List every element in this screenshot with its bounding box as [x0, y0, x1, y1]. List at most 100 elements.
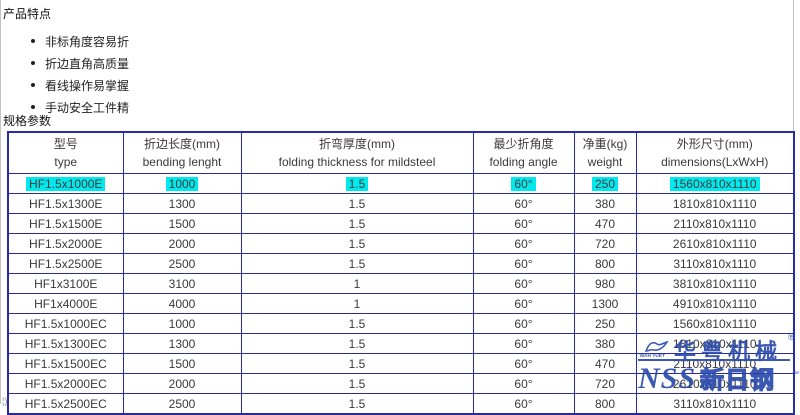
highlighted-text: 250	[591, 176, 619, 191]
cell-weight: 1300	[573, 293, 637, 314]
cell-weight: 380	[573, 333, 637, 354]
cell-type: HF1.5x2000EC	[7, 373, 124, 394]
cell-type: HF1.5x1500E	[7, 213, 124, 234]
cell-folding-thickness: 1.5	[240, 313, 474, 334]
specs-table: 型号 type 折边长度(mm) bending lenght 折弯厚度(mm) fo…	[7, 131, 795, 415]
cell-bending-length: 2000	[122, 233, 242, 254]
clipped-text-artifact: ¦)	[2, 396, 8, 406]
cell-weight: 720	[573, 233, 637, 254]
feature-item: 折边直角高质量	[31, 52, 129, 74]
cell-weight: 980	[573, 273, 637, 294]
feature-text: 折边直角高质量	[45, 56, 130, 71]
cell-weight: 720	[573, 373, 637, 394]
cell-type: HF1.5x1000E	[7, 173, 124, 194]
cell-type: HF1.5x1300E	[7, 193, 124, 214]
header-en: weight	[587, 155, 623, 169]
cell-bending-length: 1000	[122, 173, 242, 194]
cell-folding-thickness: 1.5	[240, 353, 474, 374]
cell-type: HF1.5x2000E	[7, 233, 124, 254]
cell-dimensions: 1810x810x1110	[635, 193, 795, 214]
cell-type: HF1.5x1000EC	[7, 313, 124, 334]
highlighted-text: 1560x810x1110	[669, 176, 760, 191]
table-row: HF1x3100E 3100 1 60° 980 3810x810x1110	[7, 273, 795, 294]
cell-folding-angle: 60°	[472, 233, 575, 254]
cell-folding-angle: 60°	[472, 173, 575, 194]
cell-dimensions: 2110x810x1110	[635, 213, 795, 234]
header-en: dimensions(LxWxH)	[661, 155, 769, 169]
header-weight: 净重(kg) weight	[573, 131, 637, 174]
highlighted-text: 1000	[165, 176, 199, 191]
header-zh: 净重(kg)	[582, 137, 628, 151]
cell-dimensions: 2610x810x1110	[635, 373, 795, 394]
header-bending-length: 折边长度(mm) bending lenght	[122, 131, 242, 174]
cell-dimensions: 2110x810x1110	[635, 353, 795, 374]
table-row: HF1.5x2000E 2000 1.5 60° 720 2610x810x11…	[7, 233, 795, 254]
header-en: folding thickness for mildsteel	[278, 155, 436, 169]
header-zh: 外形尺寸(mm)	[676, 137, 753, 151]
bullet-icon	[31, 39, 35, 43]
cell-bending-length: 4000	[122, 293, 242, 314]
cell-weight: 250	[573, 313, 637, 334]
header-zh: 型号	[53, 137, 78, 151]
feature-text: 非标角度容易折	[45, 34, 130, 49]
cell-folding-thickness: 1.5	[240, 173, 474, 194]
highlighted-text: 60°	[511, 176, 536, 191]
cell-bending-length: 1300	[122, 193, 242, 214]
header-en: type	[54, 155, 78, 169]
cell-folding-thickness: 1.5	[240, 333, 474, 354]
table-row: HF1.5x1000EC 1000 1.5 60° 250 1560x810x1…	[7, 313, 795, 334]
cell-folding-angle: 60°	[472, 213, 575, 234]
table-row: HF1.5x1500E 1500 1.5 60° 470 2110x810x11…	[7, 213, 795, 234]
cell-type: HF1.5x1500EC	[7, 353, 124, 374]
cell-bending-length: 3100	[122, 273, 242, 294]
cell-folding-thickness: 1	[240, 293, 474, 314]
header-zh: 折边长度(mm)	[144, 137, 220, 151]
cell-dimensions: 1560x810x1110	[635, 313, 795, 334]
bullet-icon	[31, 105, 35, 109]
bullet-icon	[31, 83, 35, 87]
cell-folding-thickness: 1.5	[240, 233, 474, 254]
feature-item: 手动安全工件精	[31, 96, 129, 118]
header-zh: 最少折角度	[493, 137, 554, 151]
cell-folding-thickness: 1.5	[240, 213, 474, 234]
cell-folding-angle: 60°	[472, 373, 575, 394]
cell-weight: 800	[573, 253, 637, 274]
cell-type: HF1x3100E	[7, 273, 124, 294]
page-left-border	[0, 0, 1, 404]
cell-folding-angle: 60°	[472, 333, 575, 354]
cell-type: HF1.5x1300EC	[7, 333, 124, 354]
cell-dimensions: 3110x810x1110	[635, 253, 795, 274]
feature-text: 手动安全工件精	[45, 100, 130, 115]
table-row: HF1.5x1300E 1300 1.5 60° 380 1810x810x11…	[7, 193, 795, 214]
header-en: folding angle	[489, 155, 558, 169]
cell-weight: 380	[573, 193, 637, 214]
cell-dimensions: 1810x810x1110	[635, 333, 795, 354]
highlighted-text: 1.5	[345, 176, 369, 191]
table-row: HF1.5x1500EC 1500 1.5 60° 470 2110x810x1…	[7, 353, 795, 374]
cell-weight: 470	[573, 353, 637, 374]
cell-bending-length: 1500	[122, 213, 242, 234]
table-row: HF1.5x2000EC 2000 1.5 60° 720 2610x810x1…	[7, 373, 795, 394]
cell-folding-thickness: 1	[240, 273, 474, 294]
feature-item: 看线操作易掌握	[31, 74, 129, 96]
cell-folding-angle: 60°	[472, 313, 575, 334]
table-row: HF1.5x1300EC 1300 1.5 60° 380 1810x810x1…	[7, 333, 795, 354]
cell-folding-angle: 60°	[472, 193, 575, 214]
cell-bending-length: 1500	[122, 353, 242, 374]
cell-bending-length: 2000	[122, 373, 242, 394]
cell-type: HF1x4000E	[7, 293, 124, 314]
bullet-icon	[31, 61, 35, 65]
cell-folding-angle: 60°	[472, 273, 575, 294]
table-row-highlighted: HF1.5x1000E 1000 1.5 60° 250 1560x810x11…	[7, 173, 795, 194]
specs-section-title: 规格参数	[3, 114, 52, 128]
cell-folding-thickness: 1.5	[240, 193, 474, 214]
table-row: HF1x4000E 4000 1 60° 1300 4910x810x1110	[7, 293, 795, 314]
cell-dimensions: 2610x810x1110	[635, 233, 795, 254]
cell-weight: 250	[573, 173, 637, 194]
cell-folding-angle: 60°	[472, 353, 575, 374]
header-type: 型号 type	[7, 131, 124, 174]
cell-bending-length: 2500	[122, 253, 242, 274]
cell-dimensions: 1560x810x1110	[635, 173, 795, 194]
cell-folding-thickness: 1.5	[240, 373, 474, 394]
